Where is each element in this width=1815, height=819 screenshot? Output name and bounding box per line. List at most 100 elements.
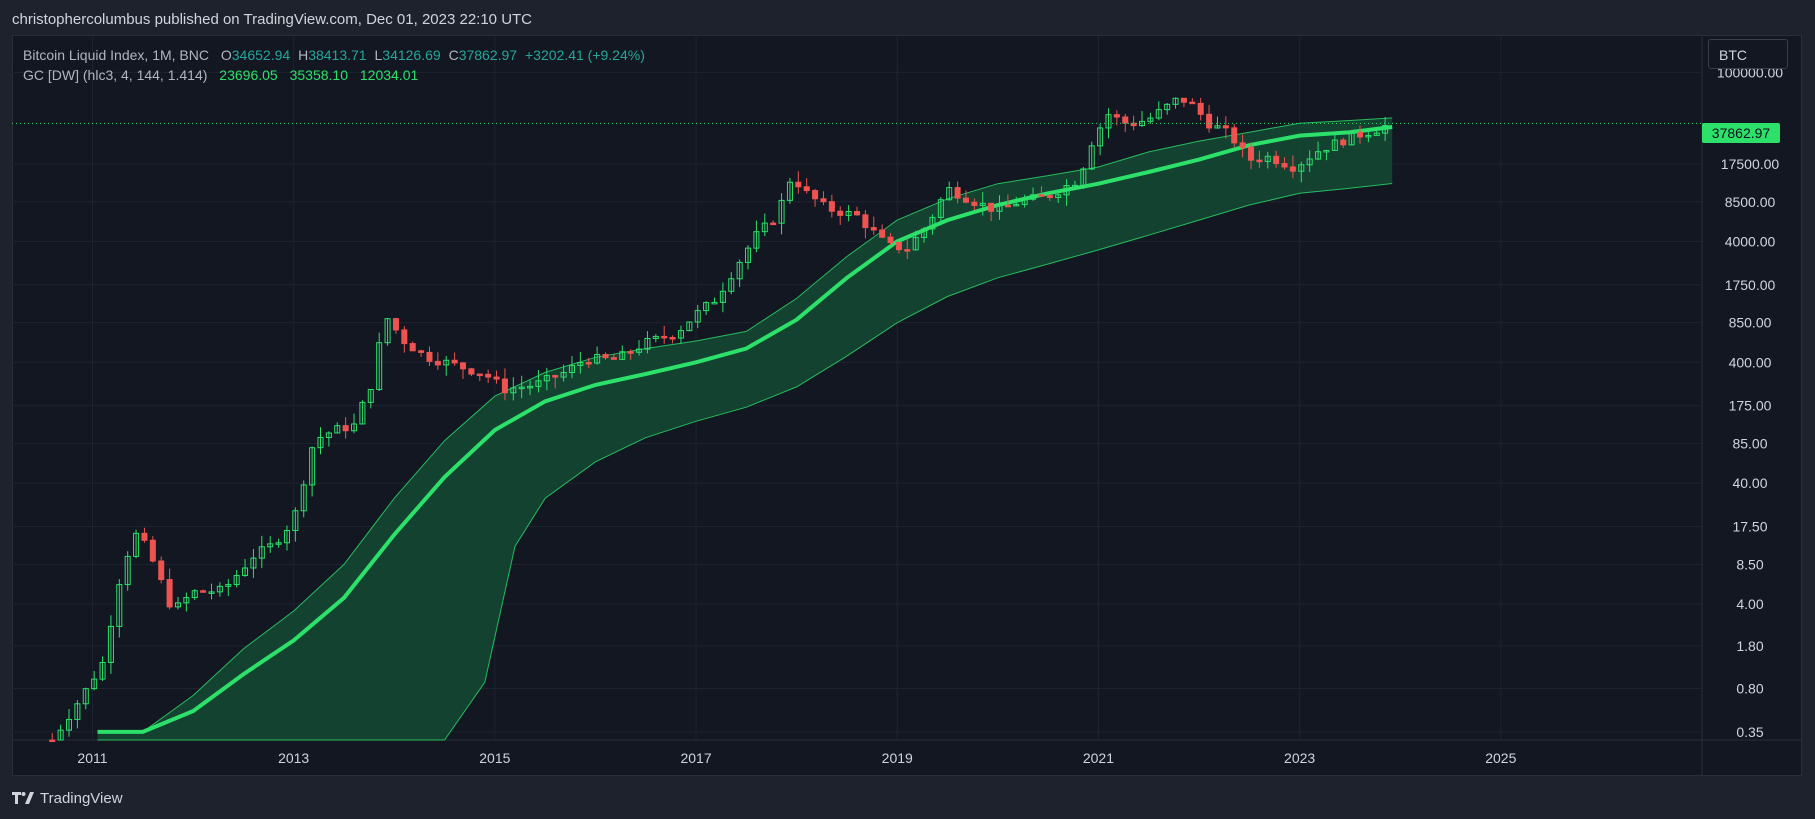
y-tick-label: 17500.00: [1721, 156, 1780, 172]
candle-body: [778, 199, 785, 224]
candle-body: [929, 216, 936, 230]
candle-body: [300, 484, 307, 512]
candle-body: [1080, 168, 1087, 186]
symbol-button[interactable]: BTC: [1708, 39, 1788, 69]
candle-body: [627, 351, 634, 354]
candle-body: [652, 335, 659, 339]
y-tick-label: 0.80: [1736, 681, 1763, 697]
x-tick-label: 2019: [882, 750, 913, 766]
candle-body: [912, 236, 919, 251]
candle-body: [359, 401, 366, 425]
candle-body: [1281, 163, 1288, 168]
candle-body: [1356, 131, 1363, 138]
candle-body: [954, 187, 961, 199]
candle-body: [862, 214, 869, 229]
candle-body: [418, 350, 425, 353]
candle-body: [1340, 139, 1347, 146]
candle-body: [535, 380, 542, 387]
candle-body: [921, 228, 928, 238]
candle-body: [57, 729, 64, 741]
candle-body: [258, 546, 265, 559]
candle-body: [686, 321, 693, 332]
candle-body: [1030, 194, 1037, 200]
candle-body: [1147, 117, 1154, 122]
candle-body: [493, 376, 500, 380]
candle-body: [468, 368, 475, 375]
y-tick-label: 0.35: [1736, 724, 1763, 740]
candle-body: [1055, 194, 1062, 199]
candle-body: [409, 343, 416, 352]
candle-body: [166, 579, 173, 608]
candle-body: [426, 351, 433, 362]
candle-body: [1206, 113, 1213, 129]
candle-body: [191, 590, 198, 599]
candle-body: [1222, 125, 1229, 129]
candle-body: [275, 542, 282, 545]
x-tick-label: 2015: [479, 750, 510, 766]
candle-body: [887, 236, 894, 243]
y-tick-label: 400.00: [1729, 354, 1772, 370]
y-tick-label: 17.50: [1732, 519, 1767, 535]
candle-body: [133, 532, 140, 557]
candle-body: [853, 211, 861, 216]
y-tick-label: 4000.00: [1725, 233, 1776, 249]
candle-body: [342, 425, 349, 432]
candle-body: [1122, 116, 1129, 124]
candle-body: [141, 532, 148, 541]
band-mid-line: [97, 125, 1393, 734]
candle-body: [552, 375, 559, 378]
candle-body: [719, 290, 726, 303]
candle-body: [501, 378, 508, 394]
candle-body: [49, 739, 56, 742]
y-tick-label: 8.50: [1736, 556, 1763, 572]
x-tick-label: 2013: [278, 750, 309, 766]
candle-body: [937, 199, 944, 218]
candle-body: [250, 557, 257, 569]
candle-body: [116, 584, 123, 627]
candle-body: [619, 351, 626, 360]
candle-body: [828, 201, 835, 212]
candle-body: [1164, 103, 1171, 111]
candle-body: [317, 436, 324, 449]
candle-body: [334, 425, 341, 434]
candle-body: [1315, 151, 1322, 160]
candle-body: [1004, 204, 1011, 208]
candle-body: [636, 348, 643, 353]
candle-body: [728, 278, 735, 292]
y-tick-label: 1.80: [1736, 638, 1763, 654]
candle-body: [1197, 102, 1204, 115]
candle-body: [518, 386, 525, 390]
x-tick-label: 2011: [77, 750, 107, 766]
candle-body: [1172, 97, 1179, 105]
candle-body: [216, 585, 223, 593]
candle-body: [1088, 145, 1095, 170]
candle-body: [1264, 155, 1271, 162]
band-upper-line: [97, 117, 1393, 733]
footer-brand: TradingView: [40, 789, 123, 807]
candle-body: [577, 361, 584, 366]
candle-body: [1298, 164, 1305, 172]
candle-body: [812, 190, 819, 200]
candle-body: [803, 186, 810, 192]
candle-body: [745, 247, 752, 263]
candle-body: [485, 373, 492, 378]
candle-body: [1239, 142, 1246, 148]
candle-body: [384, 318, 391, 344]
candle-body: [1256, 159, 1263, 163]
candle-body: [158, 560, 165, 581]
candle-body: [174, 602, 181, 608]
candle-body: [1189, 101, 1196, 105]
candle-body: [1046, 195, 1053, 199]
x-tick-label: 2017: [680, 750, 711, 766]
candle-body: [610, 357, 617, 360]
candle-body: [1382, 125, 1389, 134]
candle-body: [786, 181, 793, 201]
candle-body: [401, 329, 408, 345]
candle-body: [1105, 114, 1112, 129]
candle-body: [543, 375, 550, 382]
y-tick-label: 40.00: [1732, 475, 1767, 491]
candle-body: [585, 361, 592, 365]
candle-body: [200, 590, 207, 593]
tradingview-logo-icon[interactable]: [12, 792, 34, 804]
